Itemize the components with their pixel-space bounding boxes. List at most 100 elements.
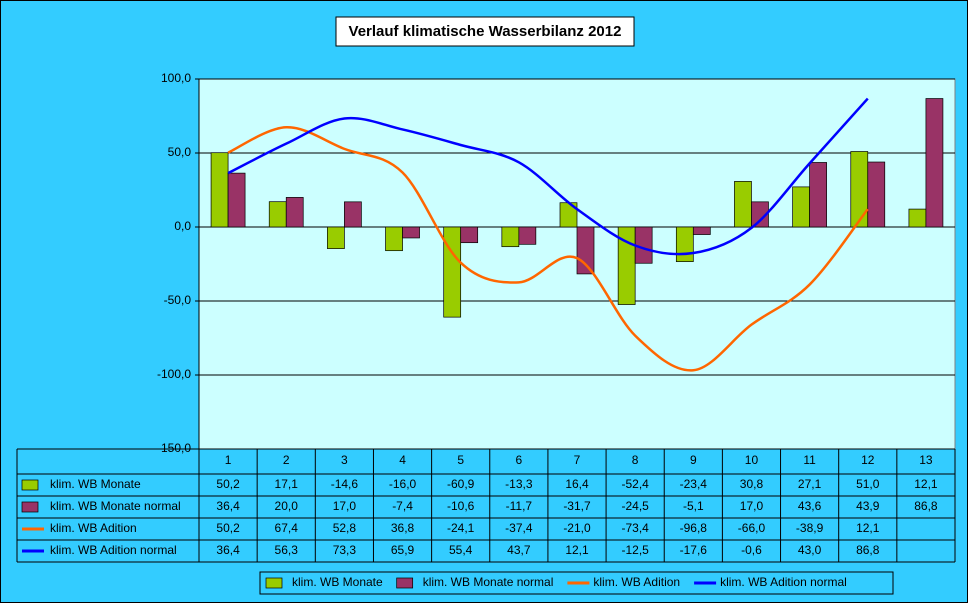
bar [344, 201, 362, 228]
table-cell: -73,4 [621, 521, 649, 535]
y-tick-label: -150,0 [157, 441, 191, 455]
table-cell: -96,8 [680, 521, 708, 535]
table-cell: 17,0 [333, 499, 357, 513]
x-tick-label: 7 [574, 453, 581, 467]
legend-key [396, 577, 414, 589]
x-tick-label: 11 [803, 453, 816, 467]
bar [617, 226, 636, 305]
table-cell: -13,3 [505, 477, 533, 491]
bar [850, 151, 869, 228]
x-tick-label: 3 [341, 453, 348, 467]
table-cell: 56,3 [275, 543, 299, 557]
table-cell: 43,7 [507, 543, 531, 557]
line-series [227, 97, 869, 256]
table-cell: 36,4 [216, 543, 240, 557]
legend-label: klim. WB Monate [292, 575, 383, 589]
y-tick-label: 50,0 [168, 145, 192, 159]
y-tick-label: -50,0 [164, 293, 192, 307]
bar [227, 172, 246, 228]
table-cell: 20,0 [275, 499, 299, 513]
legend-key [21, 501, 39, 513]
bar [809, 162, 827, 228]
bar [210, 152, 229, 228]
table-cell: -16,0 [389, 477, 417, 491]
y-tick-label: 100,0 [161, 71, 191, 85]
x-tick-label: 12 [861, 453, 875, 467]
table-cell: -11,7 [506, 499, 533, 513]
table-cell: 36,4 [216, 499, 240, 513]
bar [327, 226, 345, 249]
table-cell: -31,7 [563, 499, 591, 513]
bar [734, 181, 752, 228]
table-row-label: klim. WB Adition [50, 521, 137, 535]
table-cell: 67,4 [275, 521, 299, 535]
x-tick-label: 10 [745, 453, 759, 467]
table-cell: 65,9 [391, 543, 415, 557]
bar [460, 226, 479, 244]
chart-title: Verlauf klimatische Wasserbilanz 2012 [349, 23, 622, 40]
y-tick-label: -100,0 [157, 367, 191, 381]
table-row-label: klim. WB Monate [50, 477, 141, 491]
table-cell: 51,0 [856, 477, 880, 491]
table-cell: 43,0 [798, 543, 822, 557]
table-cell: 86,8 [914, 499, 938, 513]
x-tick-label: 6 [516, 453, 523, 467]
table-cell: -37,4 [505, 521, 533, 535]
table-cell: 12,1 [856, 521, 880, 535]
y-tick-label: 0,0 [174, 219, 191, 233]
table-cell: 55,4 [449, 543, 473, 557]
table-cell: -0,6 [741, 543, 762, 557]
table-cell: 86,8 [856, 543, 880, 557]
table-cell: 12,1 [914, 477, 938, 491]
table-cell: -24,5 [621, 499, 649, 513]
table-cell: -66,0 [738, 521, 766, 535]
bar [285, 197, 304, 228]
table-cell: 36,8 [391, 521, 415, 535]
table-cell: 52,8 [333, 521, 357, 535]
table-cell: 12,1 [565, 543, 589, 557]
bar [792, 186, 810, 228]
bar [576, 226, 595, 275]
table-cell: 73,3 [333, 543, 357, 557]
legend-key [265, 577, 283, 589]
bar [518, 226, 537, 245]
table-row-label: klim. WB Monate normal [50, 499, 181, 513]
table-cell: 43,6 [798, 499, 822, 513]
x-tick-label: 5 [457, 453, 464, 467]
table-cell: 17,1 [275, 477, 299, 491]
x-tick-label: 1 [225, 453, 232, 467]
legend-label: klim. WB Adition [593, 575, 680, 589]
table-cell: -24,1 [447, 521, 475, 535]
bar [268, 201, 287, 228]
table-cell: 27,1 [798, 477, 822, 491]
table-cell: 50,2 [216, 477, 240, 491]
bar [443, 226, 462, 318]
bar [925, 98, 944, 228]
table-cell: 17,0 [740, 499, 764, 513]
table-cell: -52,4 [621, 477, 649, 491]
bar [908, 208, 927, 228]
table-cell: 43,9 [856, 499, 880, 513]
table-cell: 30,8 [740, 477, 764, 491]
bar [385, 226, 403, 252]
x-tick-label: 13 [919, 453, 933, 467]
table-cell: -23,4 [680, 477, 708, 491]
legend-label: klim. WB Monate normal [423, 575, 554, 589]
bar [867, 161, 886, 228]
table-cell: -60,9 [447, 477, 475, 491]
table-cell: -21,0 [563, 521, 591, 535]
line-series [227, 125, 869, 372]
bar [501, 226, 520, 248]
bar [402, 226, 420, 239]
bar [675, 226, 694, 262]
x-tick-label: 2 [283, 453, 290, 467]
bar [751, 201, 769, 228]
bar [692, 226, 711, 235]
legend-box [259, 571, 894, 595]
title-box [335, 16, 635, 47]
table-cell: -12,5 [621, 543, 649, 557]
table-cell: -7,4 [392, 499, 413, 513]
table-cell: -5,1 [683, 499, 704, 513]
table-cell: 50,2 [216, 521, 240, 535]
